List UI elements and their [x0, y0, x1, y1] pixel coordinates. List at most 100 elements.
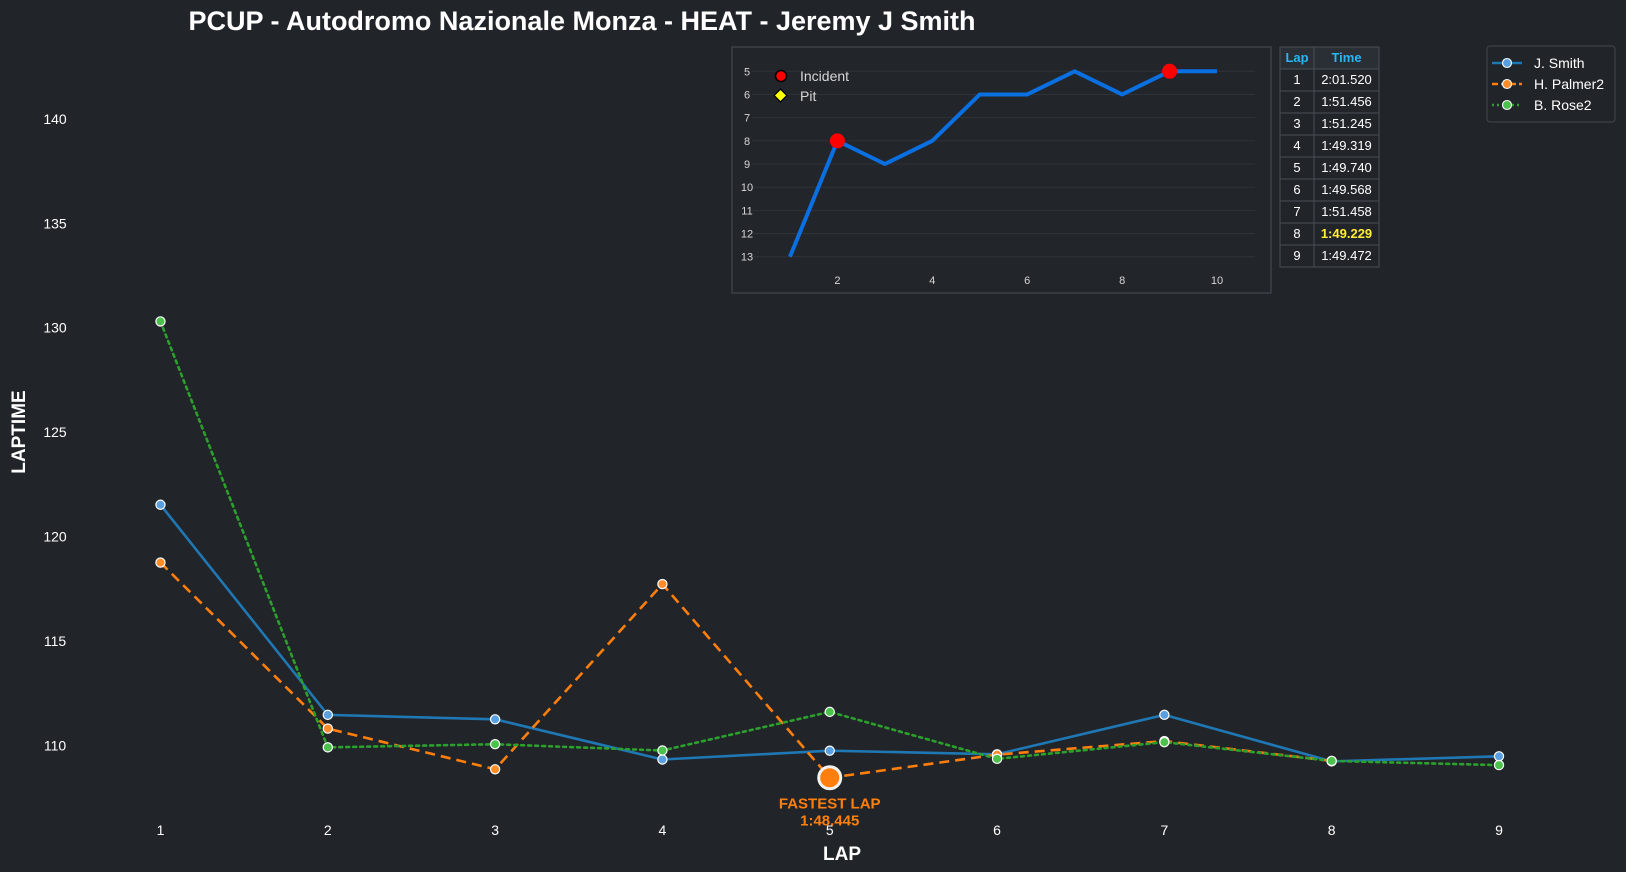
fastest-lap-label: FASTEST LAP [779, 796, 881, 813]
y-axis-ticks: 110 115 120 125 130 135 140 [43, 111, 67, 753]
inset-x-tick-label: 6 [1024, 275, 1030, 287]
table-header-time: Time [1331, 50, 1361, 65]
x-axis-ticks: 1 2 3 4 5 6 7 8 9 [157, 822, 1504, 838]
table-cell-box [1313, 244, 1380, 268]
inset-y-tick-label: 10 [741, 182, 753, 194]
inset-x-tick-label: 4 [929, 275, 935, 287]
lap-time-table: Lap Time 1 2:01.520 2 1:51.456 3 1:51.245 4 1:49.… [1279, 46, 1380, 268]
y-tick-label: 140 [43, 111, 67, 127]
incident-marker [1162, 63, 1178, 79]
fastest-lap-annotation: FASTEST LAP 1:48.445 [779, 765, 881, 830]
x-tick-label: 4 [659, 822, 667, 838]
legend-marker [1501, 78, 1513, 90]
table-lap-number: 9 [1293, 248, 1300, 263]
data-point [155, 557, 166, 568]
main-legend: J. Smith H. Palmer2 B. Rose2 [1486, 45, 1616, 123]
x-tick-label: 8 [1328, 822, 1336, 838]
table-lap-time: 2:01.520 [1321, 72, 1372, 87]
table-lap-number: 3 [1293, 116, 1300, 131]
table-lap-number: 5 [1293, 160, 1300, 175]
x-tick-label: 7 [1160, 822, 1168, 838]
x-tick-label: 3 [491, 822, 499, 838]
legend-label: J. Smith [1534, 55, 1585, 71]
x-tick-label: 2 [324, 822, 332, 838]
legend-marker [1501, 57, 1513, 69]
inset-y-tick-label: 9 [744, 159, 750, 171]
position-line [788, 69, 1218, 258]
inset-y-tick-label: 12 [741, 229, 753, 241]
inset-x-tick-label: 2 [834, 275, 840, 287]
inset-x-ticks: 2 4 6 8 10 [834, 275, 1223, 287]
y-tick-label: 130 [43, 320, 67, 336]
series-line [159, 320, 1501, 767]
table-lap-number: 7 [1293, 204, 1300, 219]
inset-legend: Incident Pit [773, 68, 849, 104]
x-axis-label: LAP [823, 844, 861, 865]
series-line [159, 561, 1332, 780]
incident-markers [829, 63, 1178, 149]
inset-x-tick-label: 10 [1211, 275, 1223, 287]
x-tick-label: 6 [993, 822, 1001, 838]
data-point [155, 316, 166, 327]
table-lap-number: 4 [1293, 138, 1300, 153]
pit-legend-icon [773, 88, 788, 103]
inset-y-tick-label: 13 [741, 252, 753, 264]
inset-gridlines [752, 70, 1255, 258]
table-header-lap: Lap [1285, 50, 1308, 65]
inset-frame [731, 46, 1272, 294]
fastest-lap-marker [817, 765, 843, 791]
data-point [489, 764, 501, 775]
table-lap-number: 6 [1293, 182, 1300, 197]
y-axis-label: LAPTIME [9, 390, 30, 473]
data-point [991, 753, 1003, 765]
data-point [489, 739, 501, 750]
y-tick-label: 115 [44, 633, 67, 649]
pit-legend-label: Pit [800, 88, 816, 104]
incident-legend-label: Incident [800, 68, 849, 84]
data-point [657, 745, 668, 756]
y-tick-label: 125 [43, 424, 67, 440]
x-tick-label: 9 [1495, 822, 1503, 838]
table-lap-number: 2 [1293, 94, 1300, 109]
legend-box [1486, 45, 1616, 123]
y-tick-label: 110 [44, 737, 67, 753]
data-point [1326, 755, 1337, 767]
y-tick-label: 135 [43, 215, 67, 231]
table-lap-time: 1:51.458 [1321, 204, 1372, 219]
position-inset-chart: 5 6 7 8 9 10 11 12 13 2 4 6 8 10 Incident Pit [731, 46, 1272, 294]
y-tick-label: 120 [43, 528, 67, 544]
data-point [322, 709, 333, 721]
table-lap-number: 1 [1293, 72, 1300, 87]
table-lap-time: 1:49.319 [1321, 138, 1372, 153]
x-tick-label: 5 [826, 822, 834, 838]
chart-title: PCUP - Autodromo Nazionale Monza - HEAT … [188, 6, 975, 36]
inset-y-ticks: 5 6 7 8 9 10 11 12 13 [741, 66, 753, 263]
x-tick-label: 1 [157, 822, 165, 838]
incident-legend-icon [774, 69, 788, 83]
table-lap-time: 1:51.456 [1321, 94, 1372, 109]
data-point [322, 723, 333, 734]
inset-y-tick-label: 11 [741, 205, 752, 217]
incident-marker [829, 133, 845, 149]
inset-y-tick-label: 6 [744, 89, 750, 101]
table-lap-time: 1:49.472 [1321, 248, 1372, 263]
table-lap-number: 8 [1293, 226, 1300, 241]
inset-y-tick-label: 8 [744, 136, 750, 148]
data-point [657, 754, 668, 765]
fastest-lap-time: 1:48.445 [800, 813, 859, 830]
data-point [824, 706, 835, 718]
table-lap-time: 1:51.245 [1321, 116, 1372, 131]
data-point [1159, 736, 1170, 748]
data-point [824, 745, 835, 756]
data-point [155, 499, 166, 510]
inset-y-tick-label: 7 [744, 113, 750, 125]
data-point [322, 742, 333, 753]
legend-marker [1501, 99, 1513, 111]
data-point [489, 714, 501, 725]
legend-label: H. Palmer2 [1534, 76, 1604, 92]
table-lap-time: 1:49.568 [1321, 182, 1372, 197]
data-point [1493, 759, 1505, 771]
table-lap-time: 1:49.229 [1321, 226, 1372, 241]
data-point [1159, 709, 1170, 721]
